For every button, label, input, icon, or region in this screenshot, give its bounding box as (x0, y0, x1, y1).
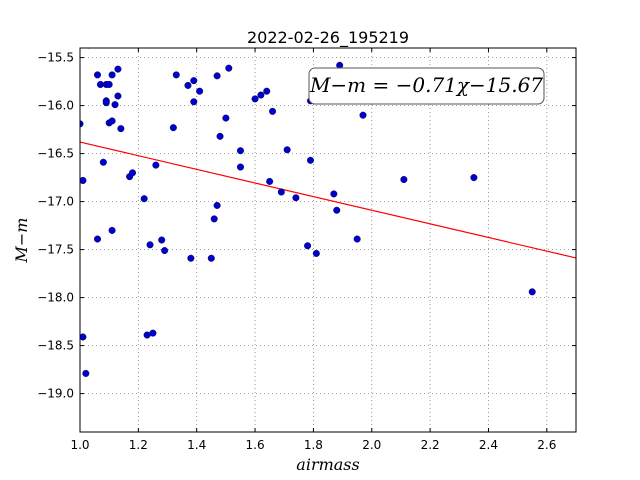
data-point (359, 111, 367, 119)
data-point (269, 107, 277, 115)
data-point (114, 65, 122, 73)
data-point (257, 91, 265, 99)
data-point (152, 161, 160, 169)
x-tick-label: 1.0 (70, 438, 89, 452)
grid (79, 48, 576, 432)
chart-title: 2022-02-26_195219 (247, 28, 409, 48)
fit-line-group (79, 141, 577, 259)
data-point (114, 92, 122, 100)
x-axis-label: airmass (296, 455, 359, 474)
y-tick-label: −16.0 (37, 99, 74, 113)
fit-equation-box: M−m = −0.71χ−15.67 (308, 67, 545, 105)
data-point (277, 188, 285, 196)
data-point (172, 71, 180, 79)
data-point (184, 81, 192, 89)
x-tick-label: 2.0 (362, 438, 381, 452)
data-point (470, 174, 478, 182)
data-point (251, 95, 259, 103)
data-point (108, 117, 116, 125)
data-point (143, 331, 151, 339)
data-point (225, 64, 233, 72)
x-tick-label: 1.6 (246, 438, 265, 452)
x-tick-label: 2.6 (537, 438, 556, 452)
x-tick-label: 1.2 (129, 438, 148, 452)
x-tick-label: 2.4 (479, 438, 498, 452)
data-point (80, 333, 87, 341)
y-tick-label: −16.5 (37, 147, 74, 161)
data-point (82, 369, 90, 377)
x-tick-label: 1.4 (187, 438, 206, 452)
data-point (283, 146, 291, 154)
data-point (353, 235, 361, 243)
y-tick-label: −17.0 (37, 195, 74, 209)
data-point (236, 163, 244, 171)
data-point (190, 98, 198, 106)
data-point (80, 120, 84, 128)
data-point (207, 254, 215, 262)
data-point (169, 124, 177, 132)
data-point (263, 87, 271, 95)
plot-frame (79, 47, 577, 433)
data-point (306, 156, 314, 164)
data-point (222, 114, 230, 122)
data-point (94, 235, 102, 243)
data-point (210, 215, 218, 223)
data-point (333, 206, 341, 214)
y-tick-label: −19.0 (37, 387, 74, 401)
data-point (196, 87, 204, 95)
y-axis-label: M−m (12, 218, 31, 264)
x-tick-label: 1.8 (304, 438, 323, 452)
data-point (94, 71, 102, 79)
data-point (187, 254, 195, 262)
data-point (149, 329, 157, 337)
y-tick-label: −15.5 (37, 51, 74, 65)
data-point (99, 158, 107, 166)
data-point (146, 241, 154, 249)
y-tick-label: −18.5 (37, 339, 74, 353)
data-point (236, 147, 244, 155)
data-point (312, 249, 320, 257)
data-point (111, 101, 119, 109)
data-point (190, 77, 198, 85)
data-point (80, 176, 87, 184)
data-point (96, 80, 104, 88)
data-point (102, 99, 110, 107)
fit-equation-label: M−m = −0.71χ−15.67 (309, 73, 543, 97)
data-point (140, 195, 148, 203)
data-points (80, 48, 536, 377)
data-point (158, 236, 166, 244)
data-point (330, 190, 338, 198)
data-point (213, 72, 221, 80)
data-point (108, 71, 116, 79)
data-point (105, 80, 113, 88)
y-tick-label: −18.0 (37, 291, 74, 305)
data-point (161, 247, 169, 255)
data-point (292, 194, 300, 202)
axis-ticks: 1.0 1.2 1.4 1.6 1.8 2.0 2.2 2.4 2.6 −15.5 −16.0 −16… (37, 48, 576, 452)
y-tick-label: −17.5 (37, 243, 74, 257)
data-point (528, 288, 536, 296)
fit-line (79, 141, 577, 259)
x-tick-label: 2.2 (421, 438, 440, 452)
data-point (213, 201, 221, 209)
data-point (108, 226, 116, 234)
data-point (304, 242, 312, 250)
data-point (129, 169, 137, 177)
data-point (117, 125, 125, 133)
data-point (400, 176, 408, 184)
data-point (216, 132, 224, 140)
data-point (266, 177, 274, 185)
